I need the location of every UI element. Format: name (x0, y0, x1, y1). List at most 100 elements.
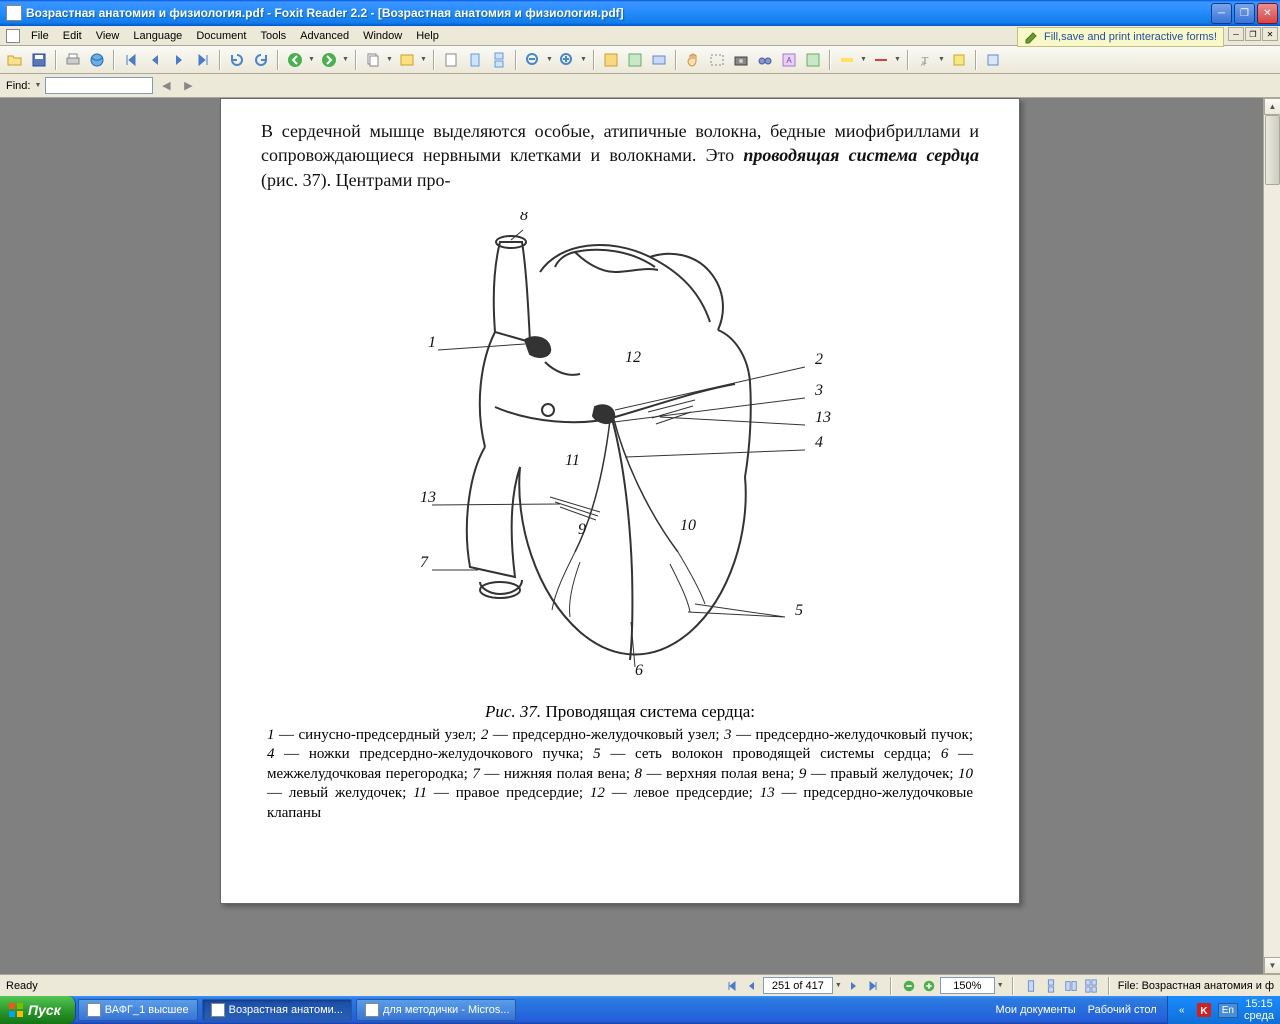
last-icon (195, 52, 211, 68)
sb-continuous-button[interactable] (1042, 977, 1060, 995)
note-button[interactable] (948, 49, 970, 71)
last-page-button[interactable] (192, 49, 214, 71)
open-button[interactable] (4, 49, 26, 71)
save-button[interactable] (28, 49, 50, 71)
full-screen-button[interactable] (802, 49, 824, 71)
menu-file[interactable]: File (24, 28, 56, 44)
zoom-dropdown[interactable]: ▼ (997, 982, 1004, 989)
sb-zoom-in-button[interactable] (920, 977, 938, 995)
new-blank-button[interactable] (440, 49, 462, 71)
scroll-down-button[interactable]: ▼ (1264, 957, 1280, 974)
zoom-in-button[interactable] (556, 49, 578, 71)
find-prev-button[interactable]: ◀ (157, 77, 175, 95)
first-page-button[interactable] (120, 49, 142, 71)
annotations-button[interactable] (396, 49, 418, 71)
mdi-close-button[interactable]: ✕ (1262, 27, 1278, 41)
mdi-minimize-button[interactable]: ─ (1228, 27, 1244, 41)
strikeout-button[interactable] (870, 49, 892, 71)
menu-language[interactable]: Language (126, 28, 189, 44)
taskbar-item-0[interactable]: ВАФГ_1 высшее (78, 999, 198, 1021)
strikeout-dropdown[interactable]: ▼ (894, 56, 902, 63)
sb-last-button[interactable] (864, 977, 882, 995)
menu-help[interactable]: Help (409, 28, 446, 44)
svg-text:A: A (921, 62, 925, 68)
sb-facing-button[interactable] (1062, 977, 1080, 995)
maximize-button[interactable]: ❐ (1234, 3, 1255, 24)
scroll-up-button[interactable]: ▲ (1264, 98, 1280, 115)
find-dropdown[interactable]: ▼ (34, 82, 41, 89)
scroll-thumb[interactable] (1265, 115, 1280, 185)
typewriter-button[interactable]: TA (914, 49, 936, 71)
bookmarks-button[interactable] (362, 49, 384, 71)
tray-expand-button[interactable]: « (1174, 1002, 1190, 1018)
fit-page-button[interactable] (624, 49, 646, 71)
sb-next-button[interactable] (844, 977, 862, 995)
zoom-in-dropdown[interactable]: ▼ (580, 56, 588, 63)
zoom-input[interactable] (940, 977, 995, 994)
scroll-track[interactable] (1264, 115, 1280, 957)
zoom-out-button[interactable] (522, 49, 544, 71)
menu-window[interactable]: Window (356, 28, 409, 44)
taskbar-item-1[interactable]: Возрастная анатоми... (202, 999, 352, 1021)
sb-zoom-out-button[interactable] (900, 977, 918, 995)
forward-dropdown[interactable]: ▼ (342, 56, 350, 63)
form-hint[interactable]: Fill,save and print interactive forms! (1017, 27, 1224, 47)
document-viewport[interactable]: В сердечной мышце выделяются особые, ати… (0, 98, 1280, 974)
clock[interactable]: 15:15 среда (1244, 998, 1274, 1022)
quick-link-desktop[interactable]: Рабочий стол (1088, 1004, 1157, 1016)
link-button[interactable] (982, 49, 1004, 71)
menu-advanced[interactable]: Advanced (293, 28, 356, 44)
note-icon (951, 52, 967, 68)
taskbar-item-2[interactable]: для методички - Micros... (356, 999, 516, 1021)
next-page-button[interactable] (168, 49, 190, 71)
start-button[interactable]: Пуск (0, 996, 76, 1024)
blank-page-icon (443, 52, 459, 68)
mdi-restore-button[interactable]: ❐ (1245, 27, 1261, 41)
minimize-button[interactable]: ─ (1211, 3, 1232, 24)
forward-button[interactable] (318, 49, 340, 71)
sb-first-button[interactable] (723, 977, 741, 995)
highlight-button[interactable] (836, 49, 858, 71)
sb-continuous-facing-button[interactable] (1082, 977, 1100, 995)
hand-tool-button[interactable] (682, 49, 704, 71)
prev-page-button[interactable] (144, 49, 166, 71)
back-button[interactable] (284, 49, 306, 71)
rotate-ccw-button[interactable] (226, 49, 248, 71)
select-text-button[interactable] (706, 49, 728, 71)
annot-dropdown[interactable]: ▼ (420, 56, 428, 63)
text-viewer-button[interactable]: A (778, 49, 800, 71)
find-label: Find: (6, 80, 30, 92)
language-indicator[interactable]: En (1218, 1003, 1238, 1018)
menu-view[interactable]: View (89, 28, 127, 44)
snapshot-button[interactable] (730, 49, 752, 71)
typewriter-dropdown[interactable]: ▼ (938, 56, 946, 63)
rotate-cw-button[interactable] (250, 49, 272, 71)
find-input[interactable] (45, 77, 153, 94)
print-button[interactable] (62, 49, 84, 71)
continuous-button[interactable] (488, 49, 510, 71)
find-next-button[interactable]: ▶ (179, 77, 197, 95)
menu-edit[interactable]: Edit (56, 28, 89, 44)
actual-size-button[interactable] (600, 49, 622, 71)
single-page-button[interactable] (464, 49, 486, 71)
email-button[interactable] (86, 49, 108, 71)
page-number-input[interactable] (763, 977, 833, 994)
facing-icon (1064, 979, 1078, 993)
menu-tools[interactable]: Tools (253, 28, 293, 44)
page-dropdown[interactable]: ▼ (835, 982, 842, 989)
heart-diagram-svg: 1234567891011121313 (400, 212, 840, 682)
zoom-out-dropdown[interactable]: ▼ (546, 56, 554, 63)
find-tool-button[interactable] (754, 49, 776, 71)
figure-legend: 1 — синусно-предсердный узел; 2 — предсе… (261, 726, 979, 824)
sb-single-page-button[interactable] (1022, 977, 1040, 995)
close-button[interactable]: ✕ (1257, 3, 1278, 24)
nav-dropdown[interactable]: ▼ (386, 56, 394, 63)
back-dropdown[interactable]: ▼ (308, 56, 316, 63)
menu-document[interactable]: Document (189, 28, 253, 44)
sb-prev-button[interactable] (743, 977, 761, 995)
vertical-scrollbar[interactable]: ▲ ▼ (1263, 98, 1280, 974)
quick-link-documents[interactable]: Мои документы (996, 1004, 1076, 1016)
fit-width-button[interactable] (648, 49, 670, 71)
tray-kaspersky-icon[interactable]: K (1196, 1002, 1212, 1018)
highlight-dropdown[interactable]: ▼ (860, 56, 868, 63)
